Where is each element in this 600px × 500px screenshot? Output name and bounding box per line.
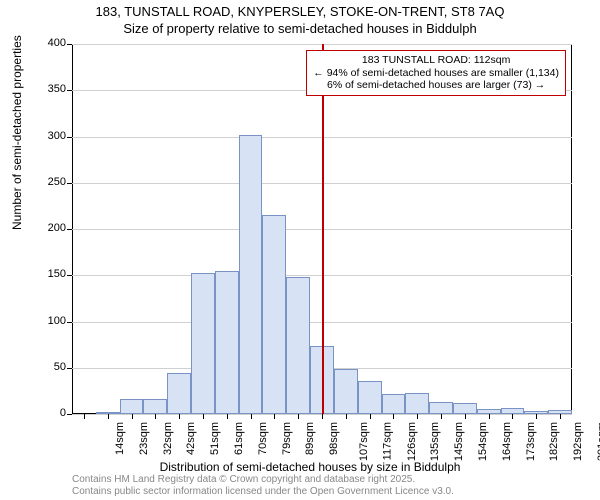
title-line-1: 183, TUNSTALL ROAD, KNYPERSLEY, STOKE-ON… (0, 4, 600, 21)
y-tick-mark (67, 90, 72, 91)
y-axis-label: Number of semi-detached properties (10, 35, 24, 230)
x-tick-label: 79sqm (281, 422, 293, 455)
x-tick-mark (346, 414, 347, 419)
histogram-bar (405, 393, 429, 414)
marker-line (322, 44, 324, 414)
x-tick-label: 89sqm (304, 422, 316, 455)
y-tick-mark (67, 414, 72, 415)
y-tick-label: 400 (28, 37, 66, 49)
x-tick-mark (251, 414, 252, 419)
histogram-bar (120, 399, 144, 414)
histogram-bar (191, 273, 215, 414)
x-tick-mark (203, 414, 204, 419)
x-tick-mark (441, 414, 442, 419)
x-tick-mark (179, 414, 180, 419)
y-tick-mark (67, 183, 72, 184)
histogram-bar (143, 399, 167, 414)
annotation-line-3: 6% of semi-detached houses are larger (7… (313, 79, 559, 92)
histogram-bar (215, 271, 239, 414)
y-tick-label: 150 (28, 268, 66, 280)
x-tick-label: 42sqm (185, 422, 197, 455)
histogram-bar (262, 215, 286, 414)
x-tick-mark (417, 414, 418, 419)
x-tick-label: 32sqm (162, 422, 174, 455)
y-tick-mark (67, 275, 72, 276)
histogram-bar (453, 403, 477, 414)
x-tick-label: 117sqm (381, 422, 393, 460)
title-line-2: Size of property relative to semi-detach… (0, 21, 600, 38)
annotation-box: 183 TUNSTALL ROAD: 112sqm← 94% of semi-d… (306, 50, 566, 96)
x-tick-label: 164sqm (501, 422, 513, 461)
histogram-bar (239, 135, 263, 414)
y-tick-mark (67, 322, 72, 323)
x-tick-label: 23sqm (138, 422, 150, 455)
y-tick-label: 100 (28, 315, 66, 327)
annotation-line-1: 183 TUNSTALL ROAD: 112sqm (313, 54, 559, 67)
y-tick-label: 250 (28, 176, 66, 188)
histogram-bar (429, 402, 453, 414)
x-tick-mark (370, 414, 371, 419)
attribution-line-1: Contains HM Land Registry data © Crown c… (72, 474, 454, 486)
y-tick-mark (67, 44, 72, 45)
x-tick-label: 154sqm (477, 422, 489, 461)
x-tick-label: 51sqm (209, 422, 221, 455)
x-tick-label: 182sqm (549, 422, 561, 461)
x-tick-mark (155, 414, 156, 419)
x-tick-mark (489, 414, 490, 419)
x-tick-mark (108, 414, 109, 419)
x-tick-mark (274, 414, 275, 419)
x-tick-mark (512, 414, 513, 419)
x-tick-label: 192sqm (572, 422, 584, 461)
chart-title: 183, TUNSTALL ROAD, KNYPERSLEY, STOKE-ON… (0, 4, 600, 38)
x-tick-label: 98sqm (328, 422, 340, 455)
x-tick-mark (560, 414, 561, 419)
x-tick-label: 126sqm (406, 422, 418, 461)
x-tick-mark (132, 414, 133, 419)
histogram-bar (286, 277, 310, 414)
x-tick-mark (322, 414, 323, 419)
y-tick-label: 0 (28, 407, 66, 419)
histogram-bar (167, 373, 191, 414)
plot-area: 05010015020025030035040014sqm23sqm32sqm4… (72, 44, 572, 414)
x-tick-mark (227, 414, 228, 419)
annotation-line-2: ← 94% of semi-detached houses are smalle… (313, 67, 559, 80)
x-tick-label: 70sqm (257, 422, 269, 455)
x-tick-label: 14sqm (114, 422, 126, 455)
y-tick-label: 350 (28, 83, 66, 95)
x-tick-label: 201sqm (596, 422, 600, 461)
attribution: Contains HM Land Registry data © Crown c… (72, 474, 454, 498)
x-tick-mark (465, 414, 466, 419)
histogram-bar (334, 369, 358, 414)
x-tick-mark (393, 414, 394, 419)
attribution-line-2: Contains public sector information licen… (72, 486, 454, 498)
x-tick-label: 145sqm (453, 422, 465, 461)
y-tick-label: 200 (28, 222, 66, 234)
x-tick-mark (536, 414, 537, 419)
y-tick-mark (67, 368, 72, 369)
y-tick-mark (67, 229, 72, 230)
x-axis-label: Distribution of semi-detached houses by … (0, 460, 600, 474)
x-tick-label: 107sqm (358, 422, 370, 461)
y-tick-label: 300 (28, 130, 66, 142)
x-tick-mark (84, 414, 85, 419)
x-tick-label: 135sqm (430, 422, 442, 461)
y-tick-mark (67, 137, 72, 138)
x-tick-mark (298, 414, 299, 419)
y-tick-label: 50 (28, 361, 66, 373)
x-tick-label: 61sqm (233, 422, 245, 455)
plot: 05010015020025030035040014sqm23sqm32sqm4… (72, 44, 572, 414)
x-tick-label: 173sqm (525, 422, 537, 461)
chart-container: 183, TUNSTALL ROAD, KNYPERSLEY, STOKE-ON… (0, 0, 600, 500)
histogram-bar (358, 381, 382, 414)
histogram-bar (382, 394, 406, 414)
